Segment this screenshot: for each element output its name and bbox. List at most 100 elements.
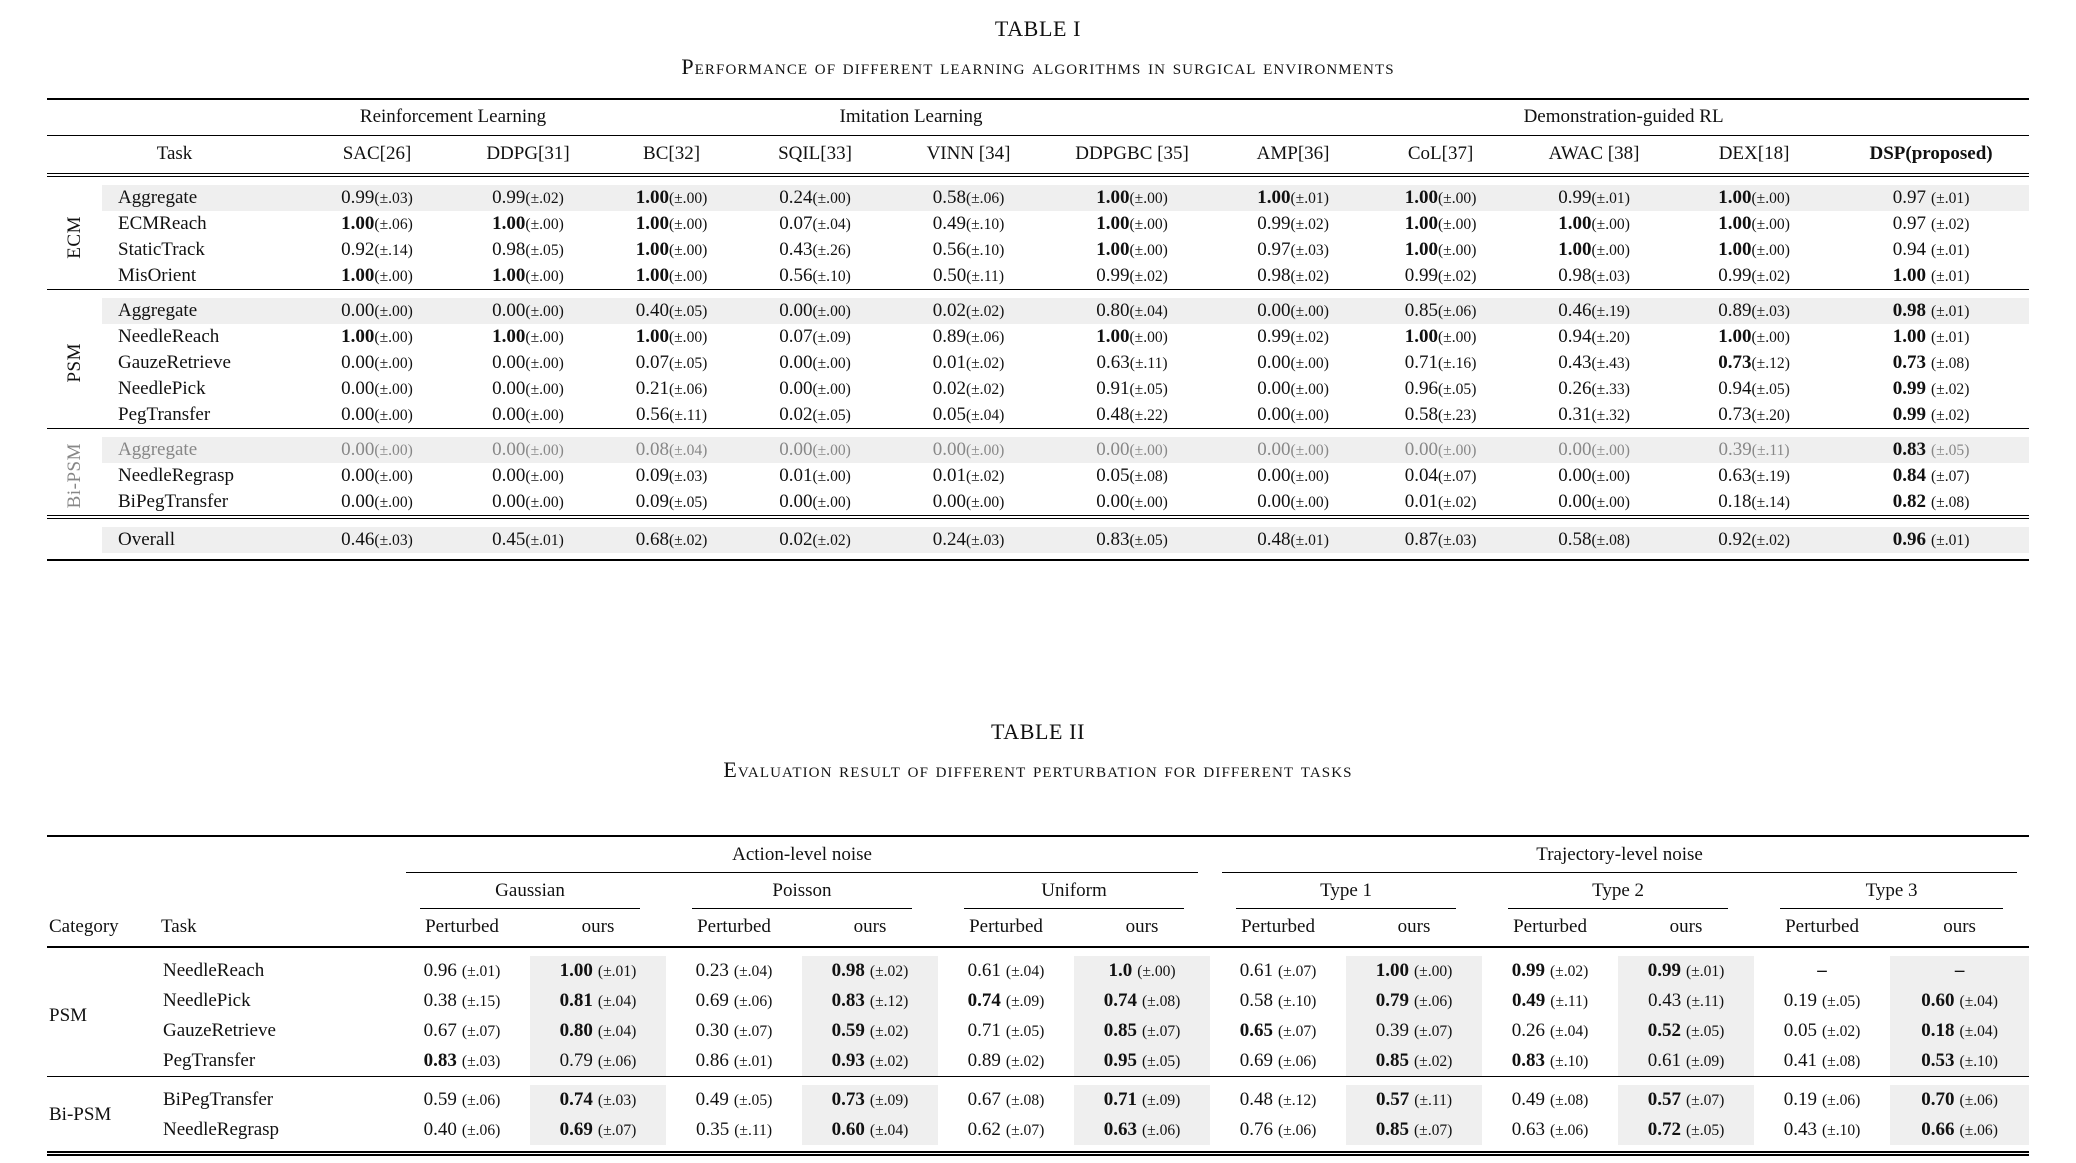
cell-std: (±.26)	[812, 242, 851, 259]
value-cell: 0.00(±.00)	[1513, 437, 1676, 463]
cell-value: 0.00	[341, 491, 375, 512]
task-cell: NeedleReach	[163, 960, 265, 981]
cell-value: 0.61	[1239, 960, 1273, 981]
cell-value: 0.58	[932, 187, 966, 208]
value-cell: 0.98(±.03)	[1513, 263, 1675, 290]
cell-std: (±.01)	[1930, 242, 1970, 259]
cell-std: (±.09)	[1685, 1053, 1725, 1070]
value-cell: 0.99(±.02)	[1833, 402, 2029, 429]
noise-level-header: Trajectory-level noise	[1210, 836, 2029, 873]
value-cell: 1.00(±.00)	[1675, 211, 1833, 237]
value-cell: 1.00(±.00)	[1046, 324, 1218, 350]
value-cell: 0.96 (±.01)	[1833, 527, 2030, 553]
cell-std: (±.10)	[1959, 1053, 1998, 1070]
noise-type-header: Poisson	[666, 873, 938, 909]
column-header: AMP[36]	[1218, 135, 1369, 177]
value-cell: 1.00(±.00)	[1513, 237, 1675, 263]
value-cell: 0.98(±.05)	[452, 237, 604, 263]
task-cell: Aggregate	[102, 437, 302, 463]
cell-std: (±.00)	[1290, 494, 1329, 511]
cell-value: 0.99	[1096, 265, 1130, 286]
noise-type-header: Type 1	[1210, 873, 1482, 909]
cell-value: 1.00	[1404, 213, 1438, 234]
value-cell: 0.00(±.00)	[1218, 437, 1369, 463]
cell-value: 0.84	[1892, 465, 1926, 486]
cell-std: (±.02)	[869, 1023, 909, 1040]
cell-std: (±.00)	[812, 494, 851, 511]
noise-type-header: Type 3	[1754, 873, 2029, 909]
cell-value: 1.00	[1892, 326, 1926, 347]
cell-value: 0.79	[559, 1050, 593, 1071]
cell-std: (±.00)	[1751, 242, 1790, 259]
value-cell: 0.83 (±.10)	[1482, 1046, 1618, 1077]
value-cell: 0.52 (±.05)	[1618, 1016, 1755, 1046]
cell-value: 0.00	[492, 465, 526, 486]
cell-std: (±.09)	[869, 1092, 909, 1109]
cell-value: 0.96	[1404, 378, 1438, 399]
cell-std: (±.02)	[1549, 963, 1589, 980]
value-cell: 0.73(±.12)	[1675, 350, 1833, 376]
value-cell: 0.48 (±.12)	[1210, 1085, 1346, 1115]
cell-value: 0.31	[1558, 404, 1592, 425]
table-row: Bi-PSM BiPegTransfer 0.59 (±.06) 0.74 (±.03) 0…	[47, 1085, 2030, 1125]
cell-value: 0.93	[831, 1050, 865, 1071]
cell-std: (±.04)	[965, 407, 1005, 424]
cell-std: (±.07)	[1005, 1122, 1045, 1139]
cell-value: 1.00	[341, 326, 375, 347]
cell-value: 1.0	[1108, 960, 1133, 981]
cell-std: (±.20)	[1751, 407, 1790, 424]
cell-value: 0.63	[1096, 352, 1130, 373]
cell-std: (±.01)	[461, 963, 501, 980]
cell-value: 0.99	[1718, 265, 1752, 286]
value-cell: 0.01(±.00)	[739, 463, 891, 489]
table-row: StaticTrack 0.92(±.14) 0.98(±.05) 1.00(±.00…	[47, 237, 2029, 263]
cell-std: (±.11)	[1129, 355, 1168, 372]
value-cell: 0.93 (±.02)	[802, 1046, 938, 1077]
value-cell: 0.61 (±.07)	[1210, 956, 1346, 986]
cell-value: 0.99	[1558, 187, 1592, 208]
cell-value: 0.00	[932, 439, 966, 460]
value-cell: 0.00(±.00)	[1046, 489, 1218, 517]
cell-std: (±.20)	[1591, 329, 1630, 346]
table-row: BiPegTransfer 0.00(±.00) 0.00(±.00) 0.09(±.…	[47, 489, 2029, 517]
cell-std: (±.06)	[374, 216, 413, 233]
cell-std: (±.23)	[1437, 407, 1477, 424]
noise-type-text: Type 1	[1236, 873, 1457, 909]
row-group-label	[47, 527, 102, 553]
cell-std: (±.00)	[525, 268, 564, 285]
cell-std: (±.02)	[965, 355, 1005, 372]
cell-std: (±.00)	[1751, 329, 1790, 346]
cell-std: (±.00)	[1290, 355, 1329, 372]
value-cell: 0.49 (±.05)	[666, 1085, 802, 1115]
cell-std: (±.00)	[668, 216, 708, 233]
cell-std: (±.00)	[1129, 329, 1168, 346]
cell-std: (±.05)	[1129, 532, 1168, 549]
cell-value: 0.97	[1257, 239, 1291, 260]
sub-column-header: Perturbed	[1482, 909, 1619, 948]
value-cell: 0.43(±.26)	[739, 237, 891, 263]
cell-value: 0.00	[492, 378, 526, 399]
cell-value: 0.19	[1783, 990, 1817, 1011]
value-cell: 0.99(±.02)	[1046, 263, 1218, 290]
cell-std: (±.00)	[1290, 407, 1329, 424]
cell-value: 0.89	[932, 326, 966, 347]
noise-level-text: Trajectory-level noise	[1222, 837, 2018, 873]
cell-std: (±.03)	[668, 468, 708, 485]
cell-std: (±.04)	[733, 963, 773, 980]
value-cell: 1.00(±.00)	[452, 324, 604, 350]
value-cell: 0.71(±.16)	[1368, 350, 1513, 376]
cell-value: 0.26	[1511, 1020, 1545, 1041]
table1-wrap: Reinforcement Learning Imitation Learning…	[47, 98, 2030, 561]
cell-std: (±.07)	[1930, 468, 1970, 485]
value-cell: 0.99(±.02)	[452, 185, 605, 211]
cell-value: 0.00	[1257, 404, 1291, 425]
value-cell: 0.08(±.04)	[604, 437, 740, 463]
cell-value: 0.21	[635, 378, 669, 399]
value-cell: 0.74 (±.08)	[1074, 986, 1211, 1016]
cell-std: (±.00)	[1591, 468, 1630, 485]
noise-type-text: Uniform	[964, 873, 1185, 909]
column-header: DDPGBC [35]	[1046, 135, 1219, 177]
noise-type-header: Uniform	[938, 873, 1210, 909]
cell-std: (±.05)	[1141, 1053, 1181, 1070]
value-cell: 0.39 (±.07)	[1346, 1016, 1483, 1046]
